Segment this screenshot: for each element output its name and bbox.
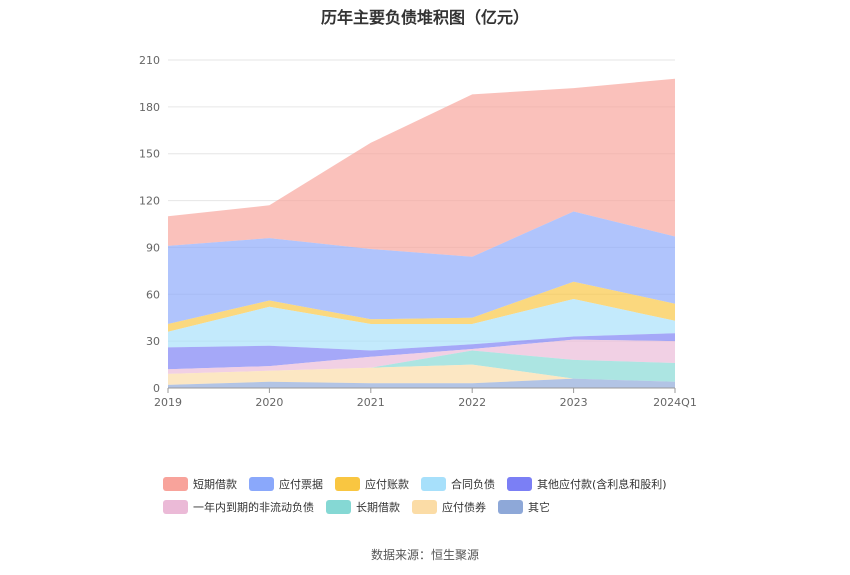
legend-swatch [421, 477, 446, 491]
x-tick-label: 2021 [357, 396, 385, 409]
legend-item[interactable]: 短期借款 [163, 476, 237, 492]
legend-label: 短期借款 [193, 478, 237, 491]
data-source-note: 数据来源：恒生聚源 [370, 548, 479, 562]
legend-label: 应付债券 [442, 501, 486, 514]
x-tick-label: 2023 [560, 396, 588, 409]
legend-item[interactable]: 应付债券 [412, 499, 486, 515]
y-tick-label: 210 [139, 54, 160, 67]
legend-swatch [163, 477, 188, 491]
legend: 短期借款 应付票据 应付账款 合同负债 其他应付款(含利息和股利) 一年内到期的非流动负… [163, 473, 723, 519]
legend-item[interactable]: 其它 [498, 499, 550, 515]
legend-swatch [163, 500, 188, 514]
legend-swatch [326, 500, 351, 514]
area-短期借款 [168, 78, 675, 257]
area-合同负债 [168, 299, 675, 351]
legend-row: 短期借款 应付票据 应付账款 合同负债 其他应付款(含利息和股利) [163, 473, 723, 495]
y-tick-label: 90 [146, 241, 160, 254]
y-tick-label: 120 [139, 195, 160, 208]
legend-label: 其他应付款(含利息和股利) [537, 478, 667, 491]
axes: 0 30 60 90 120 150 180 210 2019 2020 2021 2022 2023 2… [139, 54, 697, 409]
legend-item[interactable]: 长期借款 [326, 499, 400, 515]
legend-item[interactable]: 合同负债 [421, 476, 495, 492]
legend-label: 长期借款 [356, 501, 400, 514]
legend-label: 合同负债 [451, 478, 495, 491]
x-tick-label: 2020 [255, 396, 283, 409]
x-tick-label: 2024Q1 [653, 396, 697, 409]
legend-label: 应付票据 [279, 478, 323, 491]
legend-label: 其它 [528, 501, 550, 514]
area-其他应付款(含利息和股利) [168, 333, 675, 370]
legend-row: 一年内到期的非流动负债 长期借款 应付债券 其它 [163, 496, 723, 518]
y-tick-label: 0 [153, 382, 160, 395]
legend-swatch [507, 477, 532, 491]
legend-swatch [335, 477, 360, 491]
area-一年内到期的非流动负债 [168, 339, 675, 374]
area-其它 [168, 378, 675, 388]
x-tick-label: 2019 [154, 396, 182, 409]
legend-swatch [498, 500, 523, 514]
area-应付票据 [168, 211, 675, 324]
legend-item[interactable]: 其他应付款(含利息和股利) [507, 476, 667, 492]
legend-label: 一年内到期的非流动负债 [193, 501, 314, 514]
y-tick-label: 150 [139, 148, 160, 161]
area-长期借款 [168, 350, 675, 382]
legend-swatch [249, 477, 274, 491]
y-tick-label: 30 [146, 335, 160, 348]
legend-item[interactable]: 应付票据 [249, 476, 323, 492]
legend-label: 应付账款 [365, 478, 409, 491]
legend-swatch [412, 500, 437, 514]
legend-item[interactable]: 一年内到期的非流动负债 [163, 499, 314, 515]
area-应付债券 [168, 364, 675, 385]
chart-title: 历年主要负债堆积图（亿元） [320, 8, 529, 27]
area-series [168, 78, 675, 388]
area-应付账款 [168, 281, 675, 332]
y-tick-label: 60 [146, 288, 160, 301]
y-tick-label: 180 [139, 101, 160, 114]
legend-item[interactable]: 应付账款 [335, 476, 409, 492]
x-tick-label: 2022 [458, 396, 486, 409]
stacked-area-chart: 0 30 60 90 120 150 180 210 2019 2020 2021 2022 2023 2… [139, 54, 697, 409]
